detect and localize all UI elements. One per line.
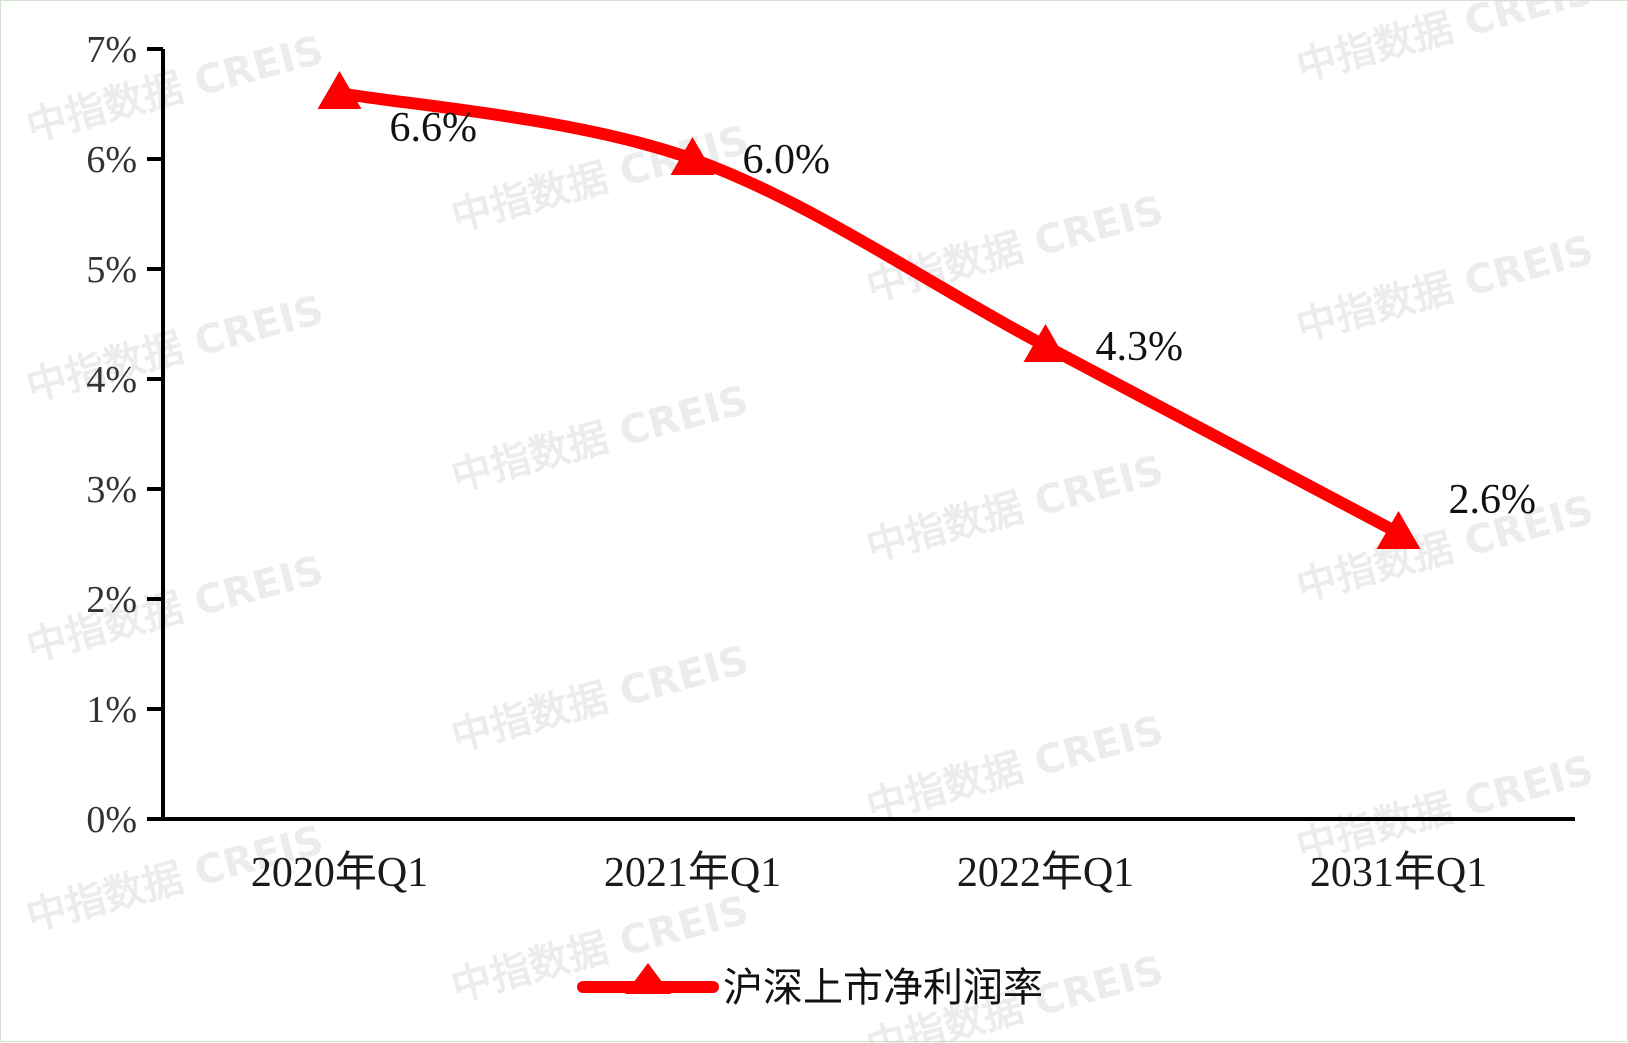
series-line <box>333 87 1405 539</box>
data-point-marker <box>1376 511 1421 549</box>
watermark: 中指数据 CREIS <box>447 637 754 760</box>
x-tick-label: 2020年Q1 <box>251 849 428 896</box>
data-label: 6.6% <box>390 105 478 151</box>
x-ticks: 2020年Q1 2021年Q1 2022年Q1 2031年Q1 <box>251 849 1487 896</box>
watermark: 中指数据 CREIS <box>862 707 1169 830</box>
watermark: 中指数据 CREIS <box>22 27 329 150</box>
y-tick-label: 0% <box>86 799 137 841</box>
data-label: 6.0% <box>743 137 831 183</box>
axes <box>161 49 1575 821</box>
data-point-marker <box>317 71 362 109</box>
y-tick-label: 6% <box>86 139 137 181</box>
data-labels: 6.6% 6.0% 4.3% 2.6% <box>390 105 1537 523</box>
data-label: 4.3% <box>1096 324 1184 370</box>
y-tick-label: 1% <box>86 689 137 731</box>
watermark: 中指数据 CREIS <box>862 447 1169 570</box>
legend-swatch-marker <box>625 963 671 994</box>
data-point-marker <box>1023 324 1068 362</box>
x-tick-label: 2022年Q1 <box>957 849 1134 896</box>
y-tick-label: 7% <box>86 29 137 71</box>
legend: 沪深上市净利润率 <box>577 963 1043 1011</box>
y-tick-label: 5% <box>86 249 137 291</box>
legend-label: 沪深上市净利润率 <box>723 965 1043 1011</box>
y-tick-label: 2% <box>86 579 137 621</box>
data-point-marker <box>670 137 715 175</box>
y-ticks: 0% 1% 2% 3% 4% 5% 6% 7% <box>86 29 163 841</box>
watermark: 中指数据 CREIS <box>22 547 329 670</box>
watermark: 中指数据 CREIS <box>22 287 329 410</box>
x-tick-label: 2031年Q1 <box>1310 849 1487 896</box>
y-tick-label: 3% <box>86 469 137 511</box>
series-layer <box>317 71 1421 549</box>
watermark: 中指数据 CREIS <box>1292 227 1599 350</box>
watermark: 中指数据 CREIS <box>447 377 754 500</box>
data-label: 2.6% <box>1449 477 1537 523</box>
y-tick-label: 4% <box>86 359 137 401</box>
watermark: 中指数据 CREIS <box>862 187 1169 310</box>
x-tick-label: 2021年Q1 <box>604 849 781 896</box>
watermark: 中指数据 CREIS <box>1292 1 1599 91</box>
